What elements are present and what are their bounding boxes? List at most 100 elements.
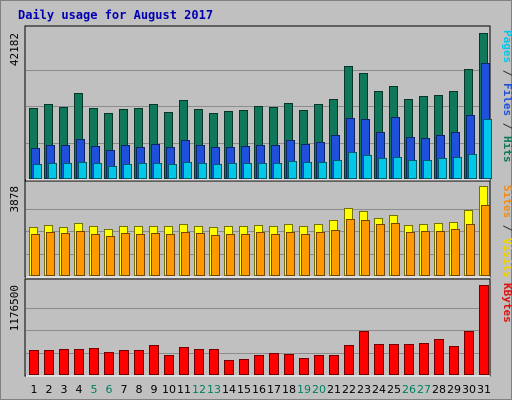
kbytes-panel-bar-kbytes-day-18 [284,354,294,375]
x-tick-label-day-14: 14 [222,383,236,396]
hits-panel-legend-segment: / [501,63,512,83]
x-tick-label-day-10: 10 [162,383,176,396]
visits-panel-bar-sites-day-31 [481,205,490,276]
visits-panel-bar-sites-day-16 [256,232,265,276]
hits-panel-bar-pages-day-21 [333,160,342,179]
hits-panel-bar-pages-day-12 [198,163,207,179]
x-tick-label-day-19: 19 [297,383,311,396]
visits-panel-bar-sites-day-15 [241,234,250,276]
hits-panel-max-label: 42182 [8,33,21,66]
visits-panel-bar-sites-day-20 [316,232,325,276]
visits-panel-legend-label: Sites / Visits [501,185,512,278]
x-tick-label-day-31: 31 [477,383,491,396]
hits-panel-legend-segment: Pages [501,30,512,63]
x-tick-label-day-11: 11 [177,383,191,396]
x-tick-label-day-17: 17 [267,383,281,396]
kbytes-panel-max-label: 1176500 [8,285,21,331]
kbytes-panel-bar-kbytes-day-30 [464,331,474,375]
visits-panel-bar-sites-day-19 [301,234,310,276]
x-tick-label-day-9: 9 [151,383,158,396]
hits-panel-bar-pages-day-24 [378,158,387,179]
kbytes-panel-bar-kbytes-day-28 [434,339,444,375]
visits-panel-max-label: 3878 [8,186,21,213]
hits-panel-series-pages [33,119,492,179]
hits-panel: 42182 Pages / Files / Hits [8,25,512,181]
x-tick-label-day-18: 18 [282,383,296,396]
hits-panel-legend-segment: / [501,116,512,136]
kbytes-panel-bar-kbytes-day-16 [254,355,264,375]
x-tick-label-day-27: 27 [417,383,431,396]
visits-panel-legend-segment: Sites [501,185,512,218]
hits-panel-bar-pages-day-19 [303,162,312,179]
kbytes-panel-bar-kbytes-day-8 [134,350,144,375]
visits-panel-legend-segment: / [501,218,512,238]
visits-panel-bar-sites-day-23 [361,220,370,276]
chart-title: Daily usage for August 2017 [18,8,213,22]
hits-panel-bar-pages-day-17 [273,163,282,179]
x-tick-label-day-26: 26 [402,383,416,396]
hits-panel-bar-pages-day-4 [78,162,87,179]
x-tick-label-day-30: 30 [462,383,476,396]
kbytes-panel-bar-kbytes-day-4 [74,349,84,375]
visits-panel-bar-sites-day-10 [166,234,175,276]
visits-panel-bar-sites-day-1 [31,234,40,276]
hits-panel-legend-segment: Hits [501,136,512,163]
kbytes-panel-bar-kbytes-day-3 [59,349,69,375]
hits-panel-legend-label: Pages / Files / Hits [501,30,512,163]
hits-panel-bar-pages-day-1 [33,164,42,179]
x-tick-label-day-12: 12 [192,383,206,396]
x-tick-label-day-20: 20 [312,383,326,396]
hits-panel-bar-pages-day-26 [408,160,417,179]
x-tick-label-day-25: 25 [387,383,401,396]
visits-panel-bar-sites-day-27 [421,231,430,276]
kbytes-panel-bar-kbytes-day-12 [194,349,204,375]
kbytes-panel-bar-kbytes-day-5 [89,348,99,375]
kbytes-panel-bar-kbytes-day-13 [209,349,219,375]
visits-panel-bar-sites-day-24 [376,224,385,276]
visits-panel-bar-sites-day-14 [226,234,235,276]
visits-panel-bar-sites-day-26 [406,232,415,276]
kbytes-panel-bar-kbytes-day-15 [239,359,249,375]
x-tick-label-day-1: 1 [31,383,38,396]
hits-panel-bar-pages-day-18 [288,161,297,179]
kbytes-panel-series-kbytes [29,285,489,375]
kbytes-panel-bar-kbytes-day-23 [359,331,369,375]
kbytes-panel-bar-kbytes-day-17 [269,353,279,375]
hits-panel-bar-pages-day-31 [483,119,492,179]
hits-panel-bar-pages-day-8 [138,163,147,179]
kbytes-panel-bar-kbytes-day-19 [299,358,309,375]
visits-panel-bar-sites-day-5 [91,234,100,276]
hits-panel-bar-pages-day-30 [468,154,477,179]
visits-panel-bar-sites-day-11 [181,232,190,276]
hits-panel-bar-pages-day-27 [423,160,432,179]
kbytes-panel-bar-kbytes-day-20 [314,355,324,375]
visits-panel-bar-sites-day-4 [76,231,85,276]
x-tick-label-day-13: 13 [207,383,221,396]
hits-panel-bar-pages-day-23 [363,155,372,179]
hits-panel-bar-pages-day-11 [183,162,192,179]
hits-panel-bar-pages-day-5 [93,163,102,179]
visits-panel-bar-sites-day-17 [271,234,280,276]
visits-panel-bar-sites-day-22 [346,219,355,276]
visits-panel-bar-sites-day-9 [151,233,160,276]
kbytes-panel-bar-kbytes-day-10 [164,355,174,375]
kbytes-panel-bar-kbytes-day-31 [479,285,489,375]
hits-panel-bar-pages-day-29 [453,157,462,179]
x-axis-day-labels: 1 2 3 4 5 6 7 8 9 10 11 12 13 14 15 16 17 18 19 20 21 22 23 24 2… [31,383,492,396]
kbytes-panel-bar-kbytes-day-7 [119,350,129,375]
kbytes-panel-bar-kbytes-day-9 [149,345,159,375]
hits-panel-bar-pages-day-2 [48,163,57,179]
kbytes-panel-bar-kbytes-day-25 [389,344,399,375]
x-tick-label-day-24: 24 [372,383,386,396]
visits-panel-bar-sites-day-13 [211,235,220,276]
visits-panel-bar-sites-day-6 [106,236,115,276]
kbytes-panel-bar-kbytes-day-1 [29,350,39,375]
kbytes-panel-bar-kbytes-day-29 [449,346,459,375]
hits-panel-bar-pages-day-6 [108,166,117,179]
hits-panel-bar-pages-day-16 [258,163,267,179]
x-tick-label-day-28: 28 [432,383,446,396]
kbytes-panel-legend-label: KBytes [501,283,512,323]
hits-panel-bar-pages-day-13 [213,164,222,179]
visits-panel-bar-sites-day-7 [121,233,130,276]
